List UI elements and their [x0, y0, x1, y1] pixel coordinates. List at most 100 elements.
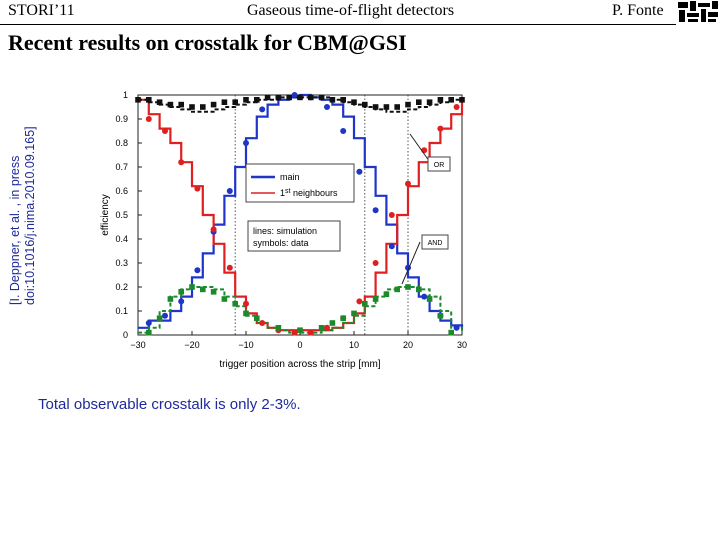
data-point: [405, 101, 411, 108]
data-point: [437, 125, 444, 132]
data-point: [340, 315, 346, 321]
data-point: [351, 310, 357, 317]
data-point: [243, 140, 249, 146]
data-point: [232, 301, 238, 307]
data-point: [178, 159, 185, 166]
data-point: [437, 97, 444, 103]
data-point: [388, 243, 395, 250]
y-tick-label: 0.4: [115, 234, 128, 244]
data-point: [453, 324, 460, 331]
data-point: [259, 320, 266, 326]
data-point: [324, 324, 330, 331]
y-tick-label: 0: [123, 330, 128, 340]
data-point: [156, 99, 163, 105]
header-topic: Gaseous time-of-flight detectors: [247, 2, 455, 19]
data-point: [362, 301, 368, 307]
data-point: [146, 97, 152, 103]
data-point: [178, 101, 184, 108]
data-point: [297, 327, 303, 333]
data-point: [254, 97, 260, 103]
data-point: [264, 94, 271, 101]
data-point: [286, 94, 292, 101]
data-point: [194, 267, 201, 274]
data-point: [145, 116, 152, 122]
data-point: [372, 207, 379, 214]
header-divider: [0, 24, 676, 25]
data-point: [318, 325, 325, 331]
data-point: [226, 188, 233, 194]
data-point: [351, 99, 357, 105]
data-point: [221, 296, 228, 302]
data-point: [210, 289, 217, 295]
data-point: [232, 99, 238, 105]
data-point: [394, 104, 400, 110]
data-point: [259, 106, 266, 113]
y-axis-label: efficiency: [100, 194, 111, 236]
data-point: [383, 104, 390, 110]
data-point: [340, 128, 347, 134]
data-point: [318, 94, 325, 101]
caption: Total observable crosstalk is only 2-3%.: [38, 396, 301, 413]
institution-logo-icon: [676, 0, 720, 24]
data-point: [156, 315, 163, 321]
legend-note-box: [247, 220, 341, 252]
data-point: [162, 312, 168, 319]
data-point: [394, 286, 400, 293]
data-point: [356, 168, 363, 175]
data-point: [146, 329, 152, 336]
data-point: [426, 99, 433, 105]
x-axis-label: trigger position across the strip [mm]: [219, 359, 380, 370]
or-label: OR: [434, 162, 445, 169]
data-point: [453, 104, 460, 110]
header-author: P. Fonte: [612, 2, 664, 19]
data-point: [254, 315, 260, 321]
citation: [I. Deppner, et al. , in press doi:10.10…: [8, 53, 38, 305]
data-point: [421, 293, 428, 300]
data-point: [308, 94, 314, 101]
y-tick-label: 0.8: [115, 138, 128, 148]
data-point: [356, 298, 363, 305]
data-point: [372, 296, 379, 302]
y-tick-label: 0.2: [115, 282, 128, 292]
x-tick-label: −30: [130, 340, 145, 350]
data-point: [194, 185, 201, 192]
data-point: [405, 284, 411, 290]
data-point: [243, 300, 249, 307]
data-point: [329, 320, 336, 326]
series-line-main: [138, 93, 464, 329]
citation-line-2: doi:10.1016/j.nima.2010.09.165]: [23, 126, 37, 305]
data-point: [372, 104, 379, 110]
data-point: [200, 104, 206, 110]
x-tick-label: 30: [457, 340, 467, 350]
citation-line-1: [I. Deppner, et al. , in press: [8, 155, 22, 305]
data-point: [200, 286, 206, 293]
plot-frame: [137, 94, 463, 336]
legend-box: [245, 163, 355, 203]
data-point: [307, 329, 314, 336]
data-point: [226, 264, 233, 271]
legend-note-simulation: lines: simulation: [253, 226, 317, 236]
y-tick-label: 0.7: [115, 162, 128, 172]
data-point: [437, 313, 444, 319]
x-tick-label: 20: [403, 340, 413, 350]
data-point: [448, 97, 454, 103]
and-label: AND: [428, 240, 443, 247]
data-point: [324, 104, 330, 110]
data-point: [372, 260, 379, 266]
data-point: [383, 291, 390, 297]
series-line-or: [138, 96, 462, 113]
data-point: [210, 226, 217, 233]
y-tick-label: 0.3: [115, 258, 128, 268]
data-point: [275, 94, 282, 101]
data-point: [135, 97, 141, 103]
data-point: [291, 92, 298, 98]
data-point: [178, 298, 185, 305]
data-point: [167, 296, 174, 302]
y-tick-label: 0.5: [115, 210, 128, 220]
data-point: [243, 97, 249, 103]
data-point: [297, 94, 303, 101]
data-point: [145, 320, 152, 326]
data-point: [340, 97, 346, 103]
y-tick-label: 1: [123, 90, 128, 100]
data-point: [448, 329, 454, 336]
